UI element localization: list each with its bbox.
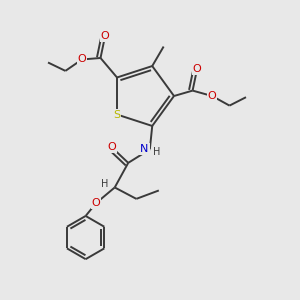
Text: H: H — [153, 147, 160, 157]
Text: H: H — [101, 179, 109, 189]
Text: O: O — [92, 198, 100, 208]
Text: O: O — [193, 64, 202, 74]
Text: O: O — [208, 91, 217, 101]
Text: O: O — [107, 142, 116, 152]
Text: O: O — [77, 55, 86, 64]
Text: N: N — [140, 144, 148, 154]
Text: S: S — [113, 110, 121, 119]
Text: O: O — [100, 32, 109, 41]
